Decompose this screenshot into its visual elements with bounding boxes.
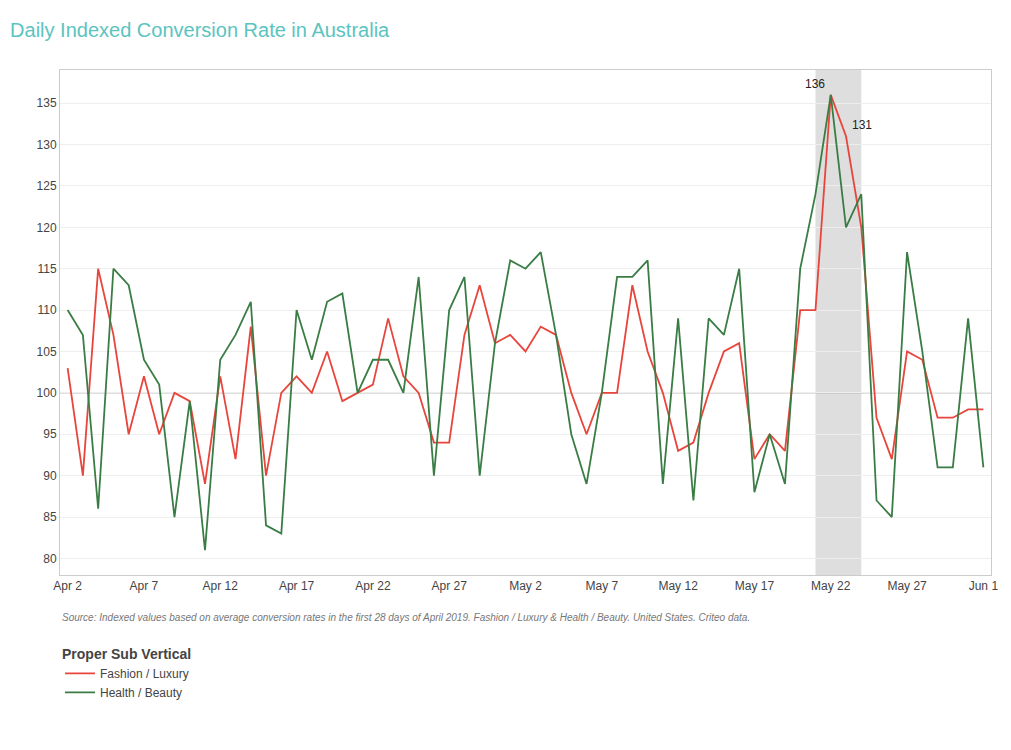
svg-text:May 17: May 17 <box>735 579 775 593</box>
svg-text:May 2: May 2 <box>509 579 542 593</box>
svg-text:Source: Indexed values based o: Source: Indexed values based on average … <box>62 612 750 623</box>
svg-text:80: 80 <box>43 552 57 566</box>
svg-text:Apr 27: Apr 27 <box>432 579 468 593</box>
svg-text:Apr 22: Apr 22 <box>355 579 391 593</box>
svg-text:136: 136 <box>805 77 825 91</box>
svg-text:May 22: May 22 <box>811 579 851 593</box>
svg-text:130: 130 <box>37 138 57 152</box>
svg-text:105: 105 <box>37 345 57 359</box>
svg-text:May 27: May 27 <box>887 579 927 593</box>
svg-text:Apr 7: Apr 7 <box>130 579 159 593</box>
svg-text:May 12: May 12 <box>658 579 698 593</box>
svg-text:125: 125 <box>37 179 57 193</box>
svg-text:100: 100 <box>37 386 57 400</box>
svg-text:135: 135 <box>37 96 57 110</box>
svg-text:95: 95 <box>43 427 57 441</box>
svg-text:85: 85 <box>43 510 57 524</box>
svg-text:Health / Beauty: Health / Beauty <box>100 686 182 700</box>
svg-text:Daily Indexed Conversion Rate: Daily Indexed Conversion Rate in Austral… <box>10 19 390 41</box>
svg-text:Apr 12: Apr 12 <box>203 579 239 593</box>
svg-text:110: 110 <box>37 303 56 317</box>
svg-text:Proper Sub Vertical: Proper Sub Vertical <box>62 646 191 662</box>
svg-text:Apr 2: Apr 2 <box>53 579 82 593</box>
svg-text:131: 131 <box>852 118 872 132</box>
svg-text:115: 115 <box>37 262 56 276</box>
svg-text:Fashion / Luxury: Fashion / Luxury <box>100 667 189 681</box>
svg-text:120: 120 <box>37 221 57 235</box>
svg-text:Jun 1: Jun 1 <box>969 579 999 593</box>
svg-text:90: 90 <box>43 469 57 483</box>
svg-text:Apr 17: Apr 17 <box>279 579 315 593</box>
svg-text:May 7: May 7 <box>585 579 618 593</box>
